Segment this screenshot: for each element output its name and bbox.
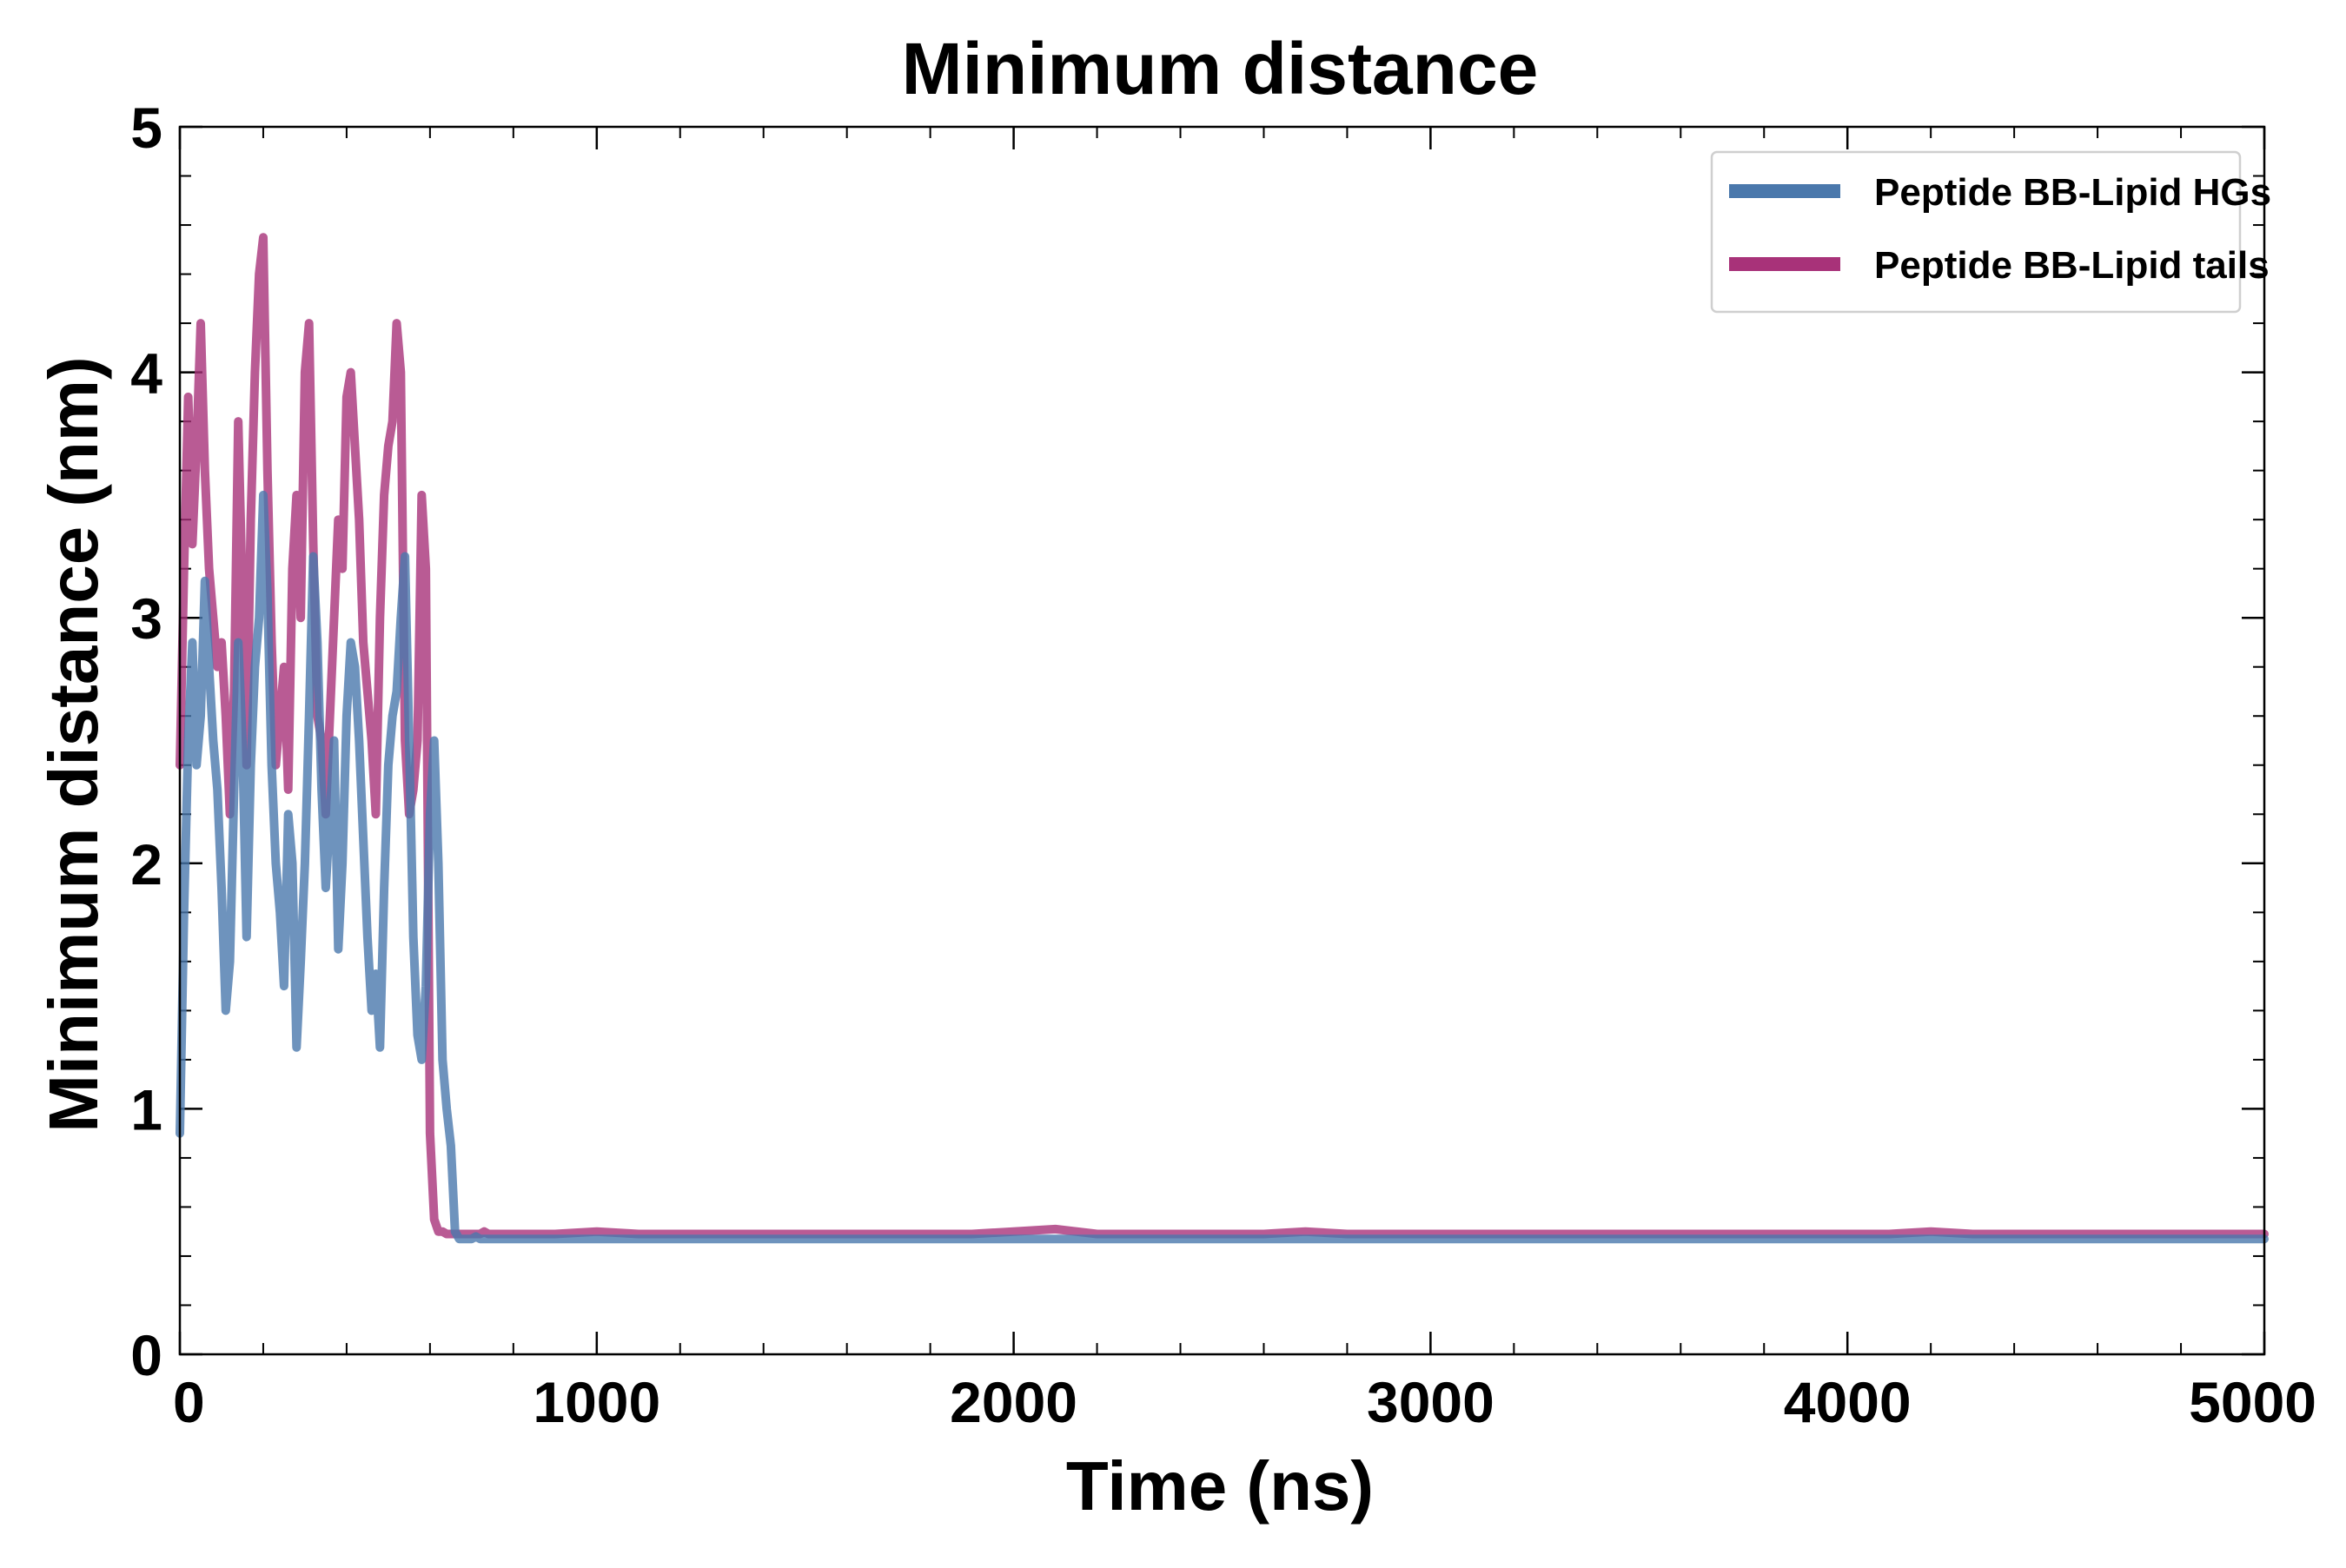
legend-label-lipid-tails: Peptide BB-Lipid tails <box>1874 244 2270 287</box>
plot-area-frame <box>178 125 2266 1356</box>
y-tick-label: 0 <box>130 1323 162 1387</box>
y-tick-label: 2 <box>130 832 162 896</box>
x-tick-label: 3000 <box>1367 1370 1494 1434</box>
legend-label-lipid-hgs: Peptide BB-Lipid HGs <box>1874 171 2271 214</box>
y-tick-label: 5 <box>130 96 162 160</box>
legend: Peptide BB-Lipid HGs Peptide BB-Lipid tai… <box>1710 150 2271 314</box>
y-tick-label: 4 <box>130 341 162 406</box>
series-layer <box>176 233 2269 1244</box>
x-tick-label: 1000 <box>533 1370 660 1434</box>
x-axis-label: Time (ns) <box>1066 1447 1374 1525</box>
series-line-lipid-tails <box>176 233 2269 1239</box>
y-tick-label: 1 <box>130 1077 162 1141</box>
legend-box <box>1710 150 2242 314</box>
x-tick-labels: 0 1000 2000 3000 4000 5000 <box>173 1370 2316 1434</box>
chart-title: Minimum distance <box>902 28 1539 109</box>
x-tick-label: 4000 <box>1784 1370 1912 1434</box>
x-tick-label: 2000 <box>950 1370 1077 1434</box>
y-axis-label: Minimum distance (nm) <box>35 356 112 1132</box>
x-tick-label: 5000 <box>2189 1370 2316 1434</box>
y-tick-label: 3 <box>130 586 162 651</box>
x-tick-label: 0 <box>173 1370 205 1434</box>
y-tick-labels: 0 1 2 3 4 5 <box>130 96 162 1387</box>
series-line-lipid-hgs <box>176 490 2269 1244</box>
